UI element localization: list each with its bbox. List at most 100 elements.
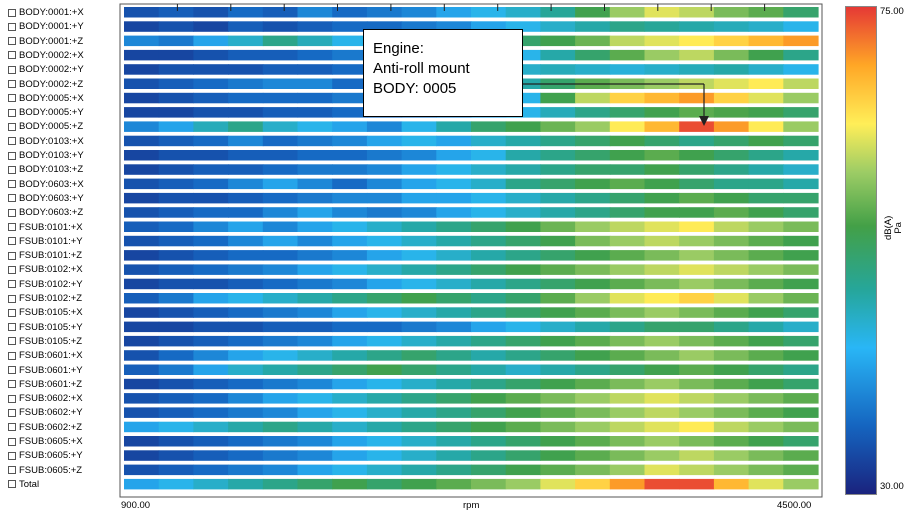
row-checkbox[interactable] [8, 323, 16, 332]
heatmap-cell [783, 350, 819, 361]
heatmap-cell [748, 107, 784, 118]
heatmap-cell [366, 450, 403, 461]
heatmap-cell [436, 121, 472, 132]
heatmap-cell [332, 264, 368, 275]
heatmap-cell [124, 378, 160, 390]
row-checkbox[interactable] [8, 423, 16, 432]
row-checkbox[interactable] [8, 37, 16, 46]
row-checkbox[interactable] [8, 194, 16, 203]
heatmap-cell [366, 293, 403, 304]
heatmap-cell [158, 250, 194, 261]
row-checkbox[interactable] [8, 22, 16, 31]
row-checkbox[interactable] [8, 80, 16, 88]
heatmap-cell [193, 421, 229, 433]
colorbar-unit-pa: Pa [893, 222, 904, 234]
row-checkbox[interactable] [8, 51, 16, 60]
heatmap-cell [505, 464, 541, 476]
heatmap-cell [262, 164, 299, 175]
heatmap-cell [297, 49, 333, 61]
heatmap-cell [124, 350, 160, 361]
row-checkbox[interactable] [8, 180, 16, 189]
heatmap-cell [228, 192, 264, 204]
row-checkbox[interactable] [8, 351, 16, 360]
row-label: FSUB:0105:+Y [8, 321, 83, 334]
row-checkbox[interactable] [8, 366, 16, 374]
heatmap-cell [158, 364, 194, 375]
heatmap-cell [436, 364, 472, 375]
heatmap-cell [644, 35, 680, 47]
row-checkbox[interactable] [8, 408, 16, 417]
heatmap-cell [575, 407, 611, 418]
heatmap-cell [366, 393, 403, 404]
row-checkbox[interactable] [8, 451, 16, 460]
row-checkbox[interactable] [8, 265, 16, 274]
row-checkbox[interactable] [8, 208, 16, 217]
heatmap-cell [332, 478, 368, 490]
heatmap-cell [436, 178, 472, 190]
heatmap-cell [748, 464, 784, 476]
heatmap-cell [332, 221, 368, 232]
row-checkbox[interactable] [8, 337, 16, 346]
heatmap-cell [297, 164, 333, 175]
heatmap-cell [262, 335, 299, 347]
row-checkbox[interactable] [8, 165, 16, 174]
heatmap-cell [609, 207, 646, 218]
row-checkbox[interactable] [8, 394, 16, 403]
heatmap-cell [124, 107, 160, 118]
row-checkbox[interactable] [8, 480, 16, 489]
row-checkbox[interactable] [8, 466, 16, 475]
row-checkbox[interactable] [8, 294, 16, 303]
row-checkbox[interactable] [8, 108, 16, 117]
row-checkbox[interactable] [8, 151, 16, 160]
heatmap-cell [262, 321, 299, 333]
row-checkbox[interactable] [8, 94, 16, 103]
row-label-text: FSUB:0601:+X [19, 350, 83, 362]
row-checkbox[interactable] [8, 122, 16, 131]
heatmap-cell [540, 407, 576, 418]
heatmap-cell [193, 250, 229, 261]
heatmap-cell [366, 350, 403, 361]
heatmap-cell [575, 293, 611, 304]
row-label: BODY:0603:+Z [8, 206, 83, 219]
heatmap-cell [748, 135, 784, 147]
heatmap-cell [401, 421, 437, 433]
heatmap-cell [540, 221, 576, 232]
heatmap-cell [679, 307, 715, 318]
heatmap-cell [713, 264, 750, 275]
heatmap-cell [436, 207, 472, 218]
heatmap-cell [679, 335, 715, 347]
heatmap-cell [262, 307, 299, 318]
heatmap-cell [644, 221, 680, 232]
heatmap-cell [401, 121, 437, 132]
row-checkbox[interactable] [8, 137, 16, 146]
row-checkbox[interactable] [8, 8, 16, 17]
heatmap-cell [366, 307, 403, 318]
row-checkbox[interactable] [8, 251, 16, 260]
heatmap-cell [713, 335, 750, 347]
heatmap-cell [748, 235, 784, 247]
heatmap-cell [505, 164, 541, 175]
heatmap-cell [471, 378, 507, 390]
row-checkbox[interactable] [8, 380, 16, 389]
heatmap-cell [505, 7, 541, 18]
heatmap-cell [783, 321, 819, 333]
heatmap-cell [124, 450, 160, 461]
heatmap-cell [540, 64, 576, 75]
row-checkbox[interactable] [8, 437, 16, 446]
heatmap-cell [193, 436, 229, 447]
row-checkbox[interactable] [8, 65, 16, 74]
heatmap-cell [505, 64, 541, 75]
heatmap-cell [644, 235, 680, 247]
row-checkbox[interactable] [8, 308, 16, 317]
heatmap-cell [644, 364, 680, 375]
row-checkbox[interactable] [8, 223, 16, 231]
heatmap-cell [297, 378, 333, 390]
heatmap-cell [679, 35, 715, 47]
heatmap-cell [401, 221, 437, 232]
heatmap-cell [748, 321, 784, 333]
heatmap-cell [505, 121, 541, 132]
row-checkbox[interactable] [8, 280, 16, 289]
heatmap-cell [609, 364, 646, 375]
heatmap-cell [540, 378, 576, 390]
row-checkbox[interactable] [8, 237, 16, 246]
